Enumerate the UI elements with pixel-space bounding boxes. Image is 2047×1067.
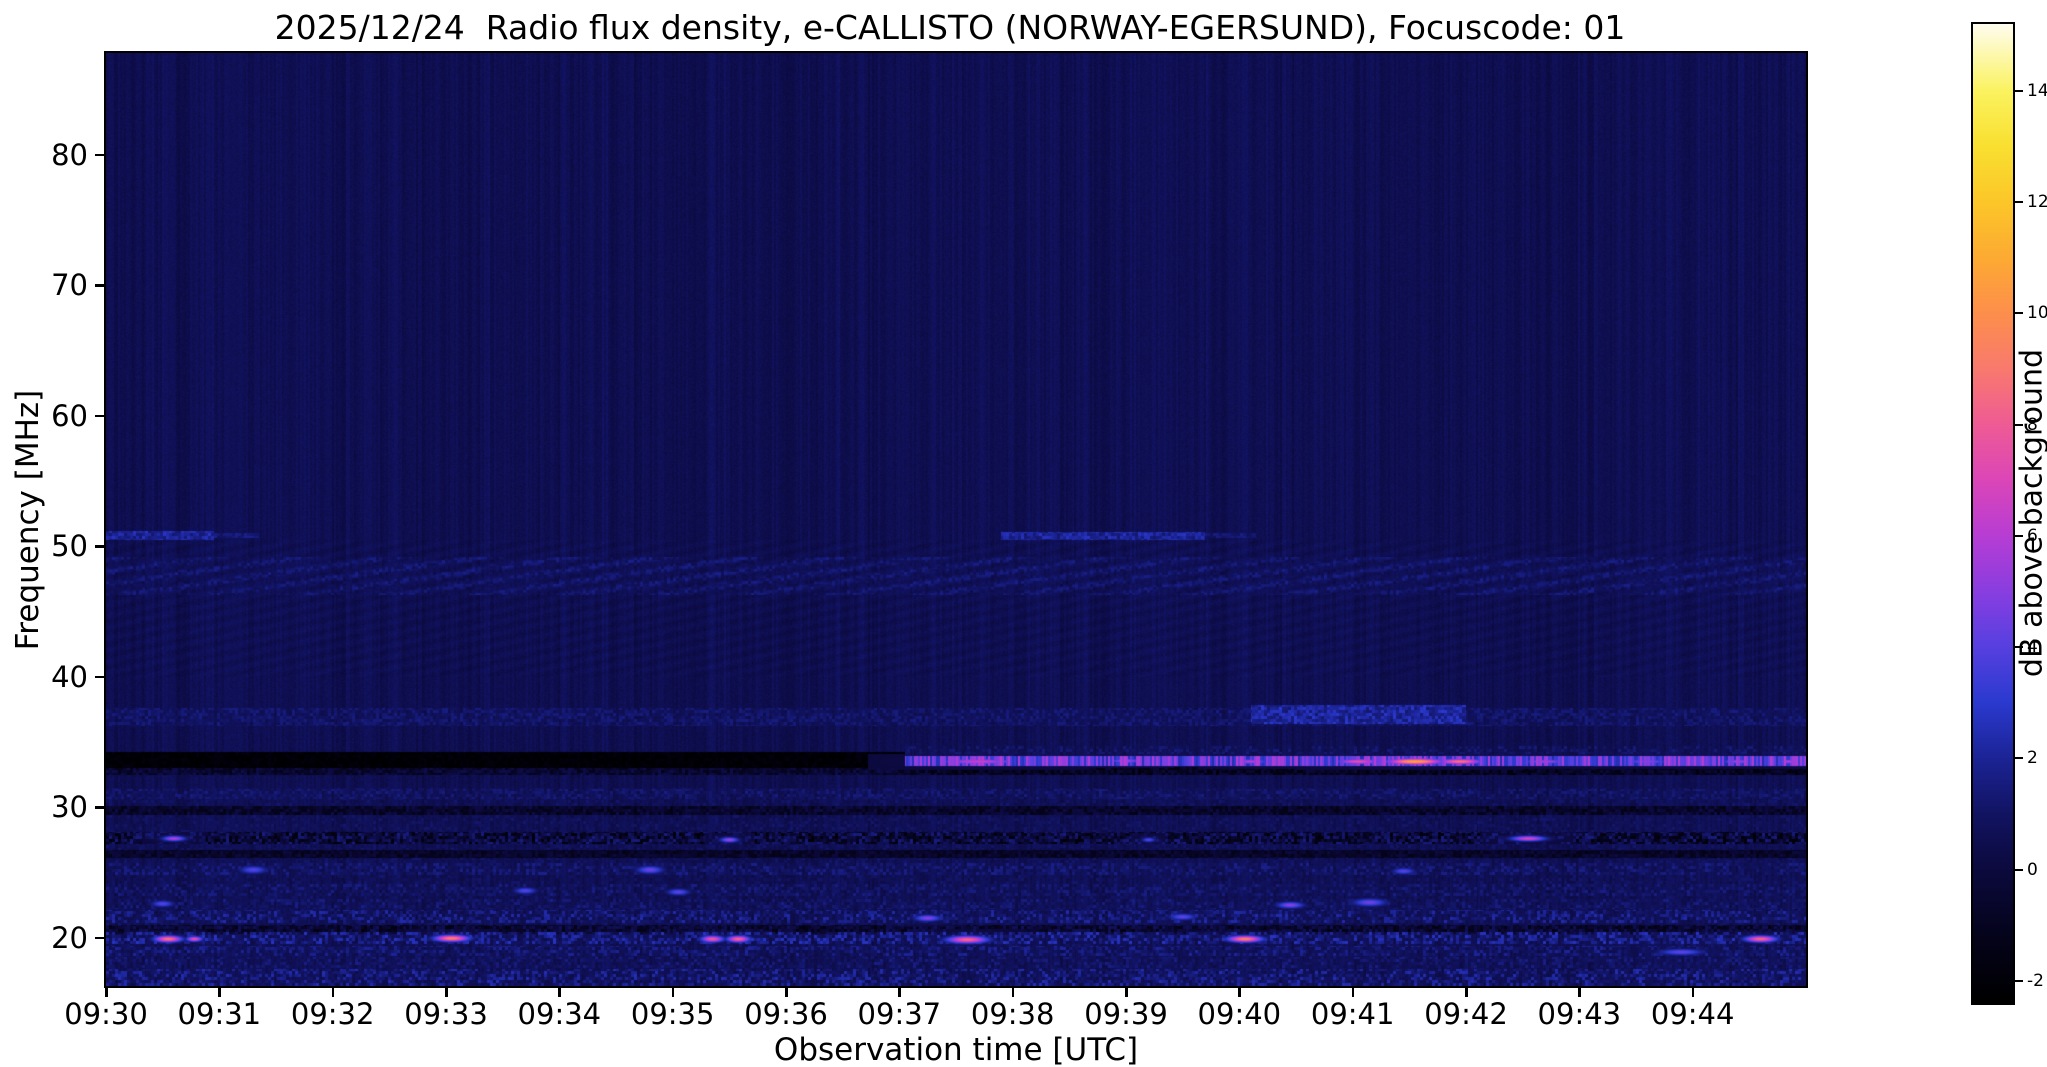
y-tick-mark	[95, 284, 104, 287]
colorbar-tick-mark	[2015, 534, 2023, 537]
x-tick-mark	[1125, 988, 1128, 997]
colorbar-tick-mark	[2015, 868, 2023, 871]
x-tick-label: 09:44	[1650, 997, 1735, 1031]
x-tick-label: 09:37	[857, 997, 942, 1031]
y-tick-label: 20	[51, 920, 88, 955]
y-tick-label: 50	[51, 529, 88, 564]
x-tick-label: 09:31	[177, 997, 262, 1031]
y-tick-mark	[95, 153, 104, 157]
x-tick-label: 09:35	[630, 997, 715, 1031]
colorbar-tick-mark	[2015, 646, 2023, 648]
colorbar-tick-mark	[2015, 423, 2023, 426]
colorbar-tick-mark	[2015, 201, 2023, 203]
x-tick-mark	[331, 988, 335, 997]
colorbar-tick-label: 12	[2027, 192, 2047, 212]
x-tick-mark	[785, 988, 788, 997]
x-tick-mark	[1691, 988, 1695, 997]
colorbar-tick-mark	[2015, 757, 2023, 760]
colorbar-tick-label: 4	[2027, 637, 2038, 657]
x-tick-mark	[218, 988, 221, 997]
x-tick-label: 09:39	[1084, 997, 1168, 1031]
x-tick-label: 09:32	[290, 997, 375, 1031]
x-tick-label: 09:41	[1310, 997, 1395, 1031]
x-tick-mark	[898, 988, 901, 997]
colorbar-tick-mark	[2015, 979, 2023, 982]
x-axis-label: Observation time [UTC]	[773, 1032, 1139, 1067]
x-tick-label: 09:42	[1424, 997, 1508, 1031]
y-axis-label: Frequency [MHz]	[10, 389, 46, 651]
y-tick-label: 40	[51, 659, 88, 694]
x-tick-mark	[1578, 988, 1581, 997]
x-tick-label: 09:34	[517, 997, 602, 1031]
x-tick-label: 09:36	[744, 997, 828, 1031]
spectrogram-heatmap	[106, 53, 1806, 986]
colorbar-tick-label: 8	[2027, 414, 2038, 435]
x-tick-label: 09:30	[64, 997, 148, 1031]
colorbar-tick-label: -2	[2027, 970, 2044, 991]
colorbar-tick-label: 10	[2027, 303, 2047, 324]
x-tick-mark	[558, 988, 561, 997]
x-tick-label: 09:43	[1537, 997, 1622, 1031]
colorbar-tick-mark	[2015, 312, 2023, 315]
x-tick-label: 09:33	[404, 997, 488, 1031]
y-tick-mark	[95, 936, 104, 940]
colorbar-tick-label: 2	[2027, 748, 2038, 769]
y-tick-mark	[95, 806, 104, 809]
y-tick-mark	[95, 414, 104, 418]
y-tick-mark	[95, 675, 104, 679]
x-tick-mark	[1351, 988, 1355, 997]
x-tick-mark	[1238, 988, 1241, 997]
x-tick-mark	[671, 988, 675, 997]
colorbar-tick-mark	[2015, 89, 2023, 92]
x-tick-mark	[445, 988, 448, 997]
colorbar-label: dB above background	[2014, 348, 2047, 678]
x-tick-mark	[1011, 988, 1015, 997]
y-tick-label: 60	[51, 398, 88, 433]
y-tick-label: 30	[51, 790, 88, 825]
colorbar-tick-label: 0	[2027, 859, 2038, 880]
colorbar-tick-label: 14	[2027, 80, 2047, 101]
chart-title: 2025/12/24 Radio flux density, e-CALLIST…	[274, 8, 1626, 47]
colorbar	[1973, 24, 2013, 1003]
x-tick-label: 09:38	[970, 997, 1055, 1031]
colorbar-tick-label: 6	[2027, 525, 2038, 546]
x-tick-mark	[105, 988, 108, 997]
y-tick-label: 70	[51, 268, 88, 303]
x-tick-mark	[1465, 988, 1468, 997]
x-tick-label: 09:40	[1197, 997, 1282, 1031]
y-tick-label: 80	[51, 137, 88, 172]
y-tick-mark	[95, 545, 104, 548]
